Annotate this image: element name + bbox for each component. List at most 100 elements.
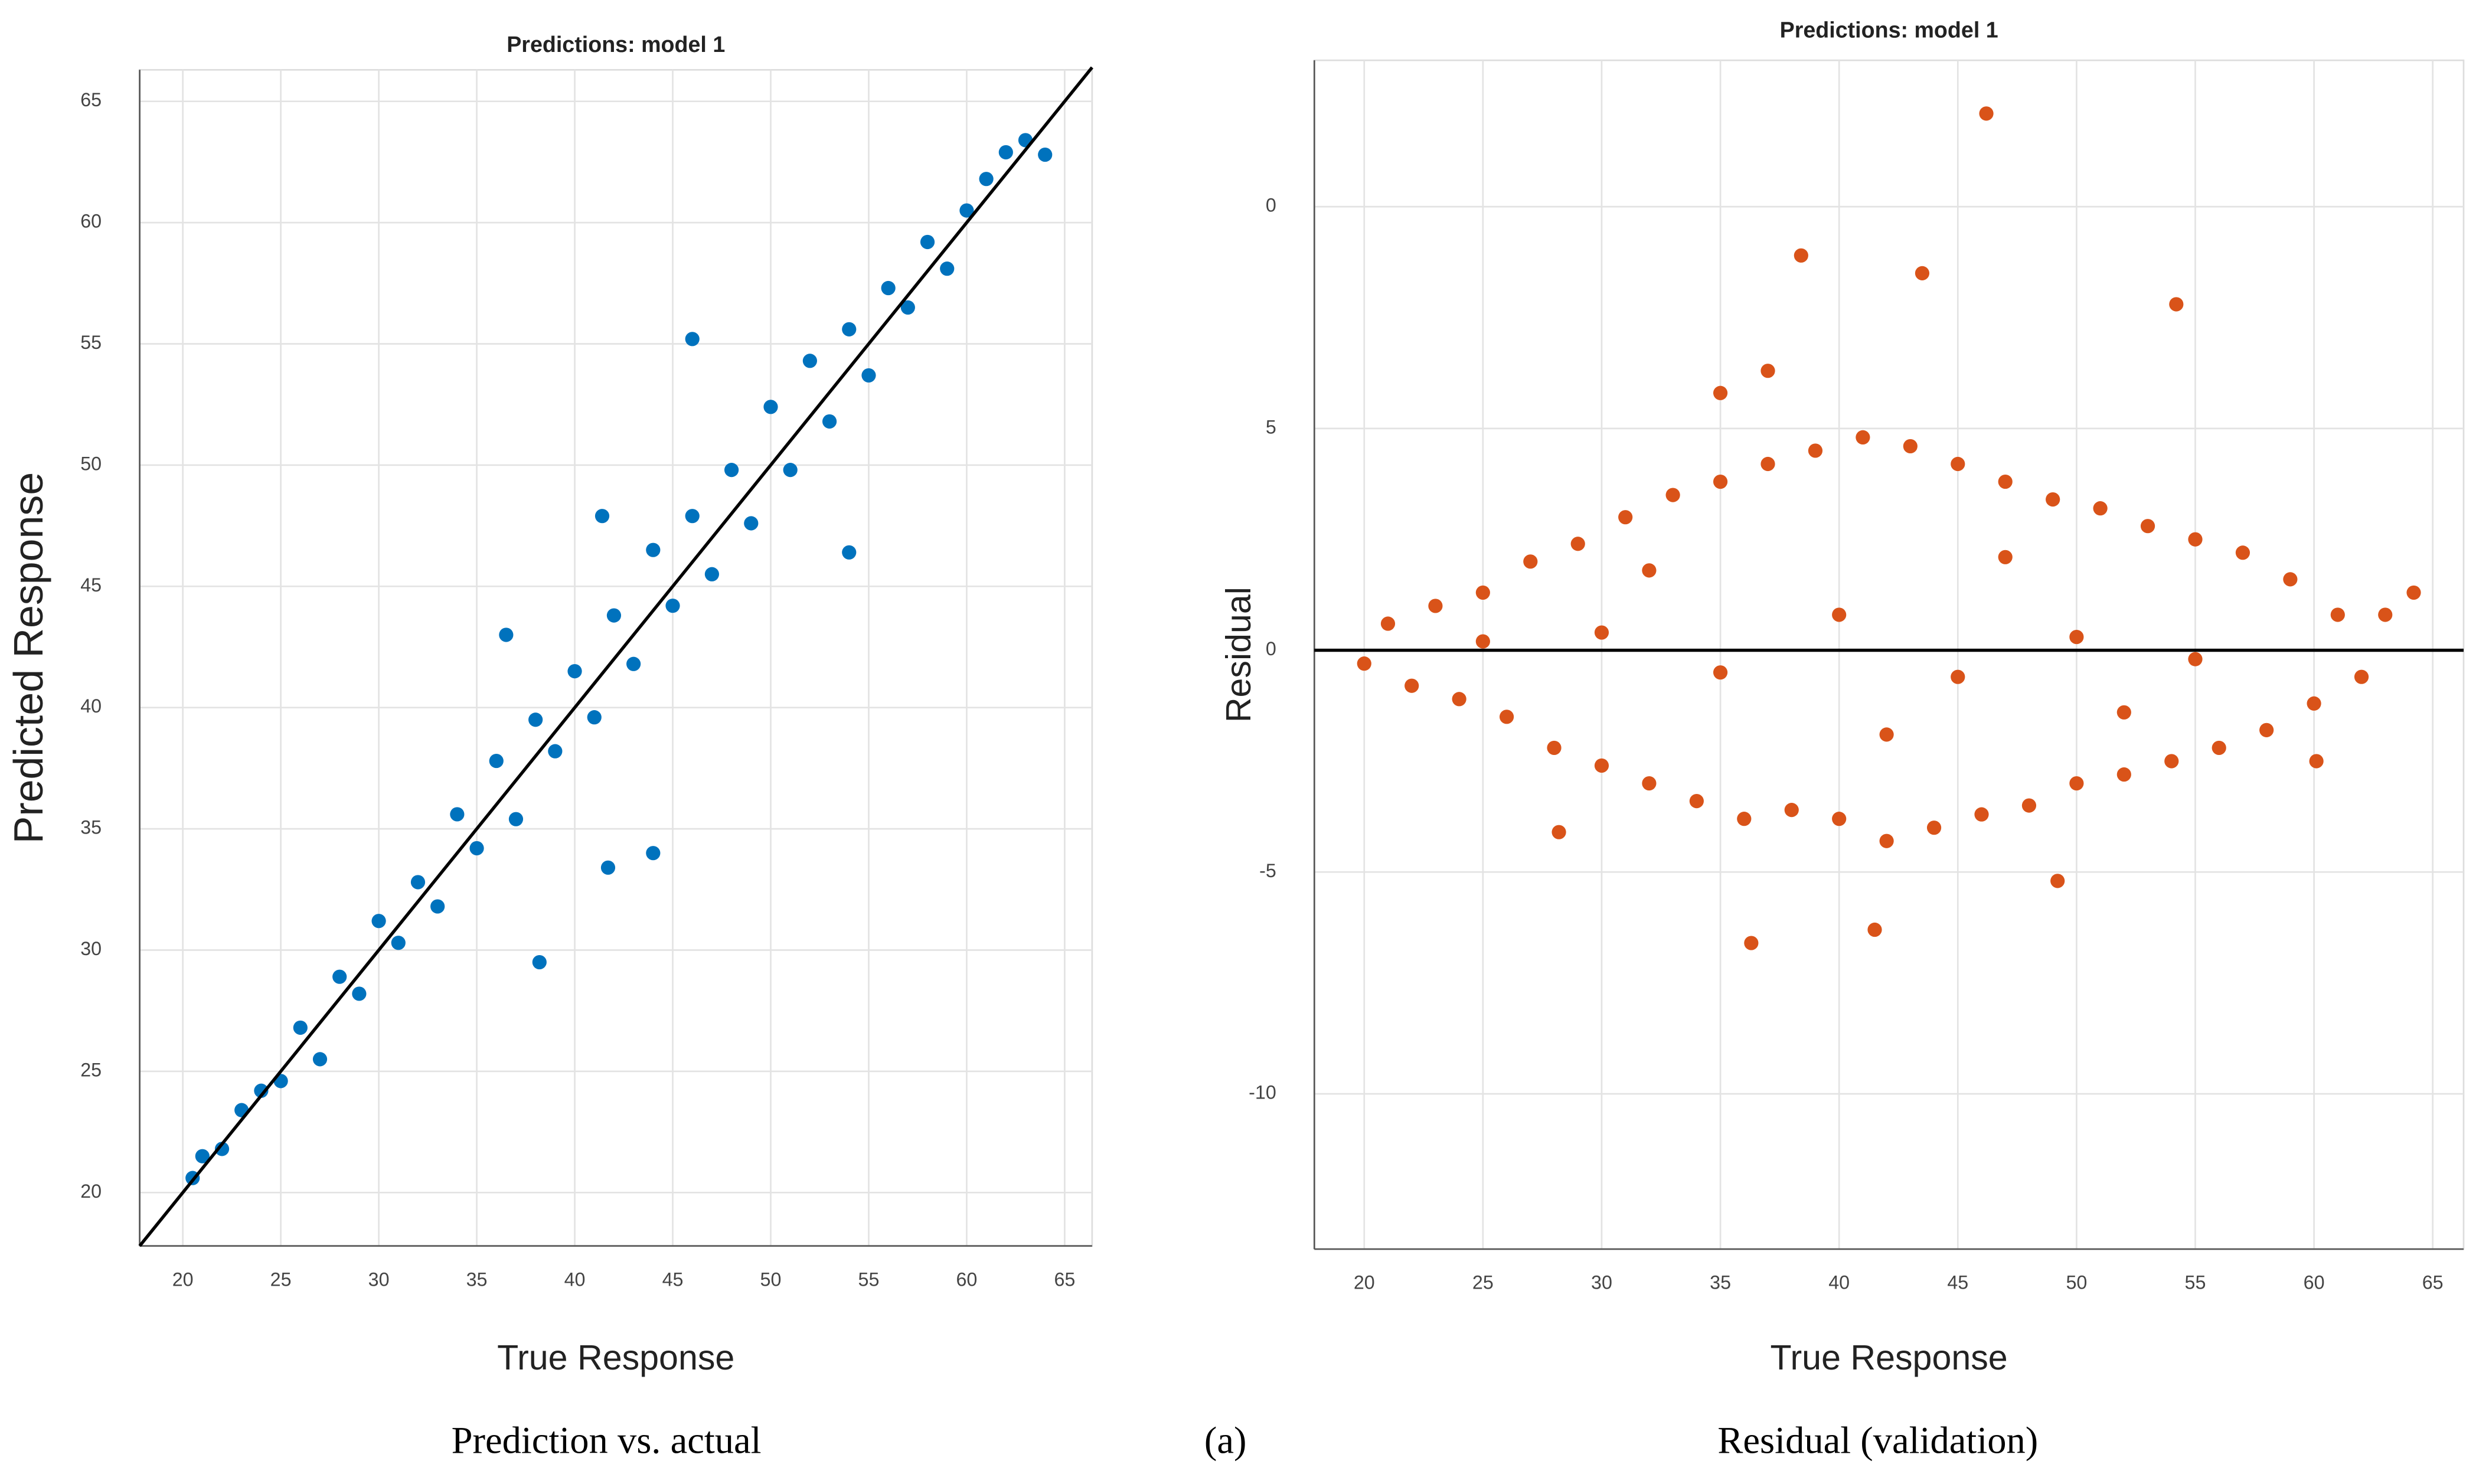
point xyxy=(1760,456,1775,472)
chart-title: Predictions: model 1 xyxy=(507,32,725,57)
reference-line xyxy=(138,66,1093,1247)
point xyxy=(646,542,661,557)
point xyxy=(2259,723,2274,737)
point xyxy=(1867,922,1882,937)
point xyxy=(410,875,426,890)
point xyxy=(2283,572,2298,587)
point xyxy=(600,860,616,875)
point xyxy=(2309,754,2324,769)
point xyxy=(352,986,367,1001)
point xyxy=(371,914,386,929)
point xyxy=(1856,430,1870,445)
point xyxy=(1979,106,1994,121)
point xyxy=(1713,385,1728,400)
point xyxy=(1808,443,1823,458)
point xyxy=(1974,807,1989,822)
point xyxy=(469,841,484,856)
point xyxy=(1618,510,1633,525)
point xyxy=(2164,754,2179,769)
point xyxy=(1038,147,1053,162)
point xyxy=(2046,492,2060,507)
y-tick-label: 45 xyxy=(80,574,102,596)
point xyxy=(2093,501,2108,516)
point xyxy=(2021,798,2037,813)
x-tick-label: 65 xyxy=(2422,1272,2444,1293)
point xyxy=(450,807,465,822)
y-tick-label: 35 xyxy=(80,817,102,838)
caption: Residual (validation) xyxy=(1717,1419,2038,1462)
point xyxy=(1744,936,1759,950)
point xyxy=(1713,474,1728,489)
point xyxy=(1689,793,1704,809)
y-axis-label: Predicted Response xyxy=(5,472,51,844)
x-tick-label: 65 xyxy=(1054,1269,1075,1290)
caption: Prediction vs. actual xyxy=(452,1419,762,1462)
point xyxy=(724,463,739,478)
y-tick-label: 50 xyxy=(80,453,102,474)
x-tick-label: 40 xyxy=(1828,1272,1850,1293)
caption: (a) xyxy=(1204,1419,1247,1462)
x-tick-label: 50 xyxy=(2066,1272,2087,1293)
point xyxy=(2069,776,2084,791)
point xyxy=(842,545,857,560)
x-axis-label: True Response xyxy=(1771,1338,2008,1377)
x-tick-label: 20 xyxy=(172,1269,194,1290)
point xyxy=(1903,439,1918,454)
point xyxy=(528,712,543,727)
y-tick-label: 30 xyxy=(80,938,102,959)
x-tick-label: 20 xyxy=(1354,1272,1375,1293)
x-tick-label: 30 xyxy=(1591,1272,1612,1293)
point xyxy=(2169,297,2184,312)
point xyxy=(391,936,406,950)
point xyxy=(1832,607,1847,622)
point xyxy=(2378,607,2393,622)
point xyxy=(2330,607,2345,622)
point xyxy=(1404,678,1419,693)
point xyxy=(1998,550,2013,564)
point xyxy=(2235,545,2250,560)
point xyxy=(998,145,1013,160)
y-tick-label: 20 xyxy=(80,1181,102,1202)
x-tick-label: 25 xyxy=(270,1269,292,1290)
x-tick-label: 40 xyxy=(564,1269,586,1290)
point xyxy=(979,172,994,187)
point xyxy=(900,300,915,315)
x-tick-label: 60 xyxy=(956,1269,977,1290)
point xyxy=(1926,821,1942,835)
point xyxy=(744,516,759,531)
y-tick-label: 25 xyxy=(80,1059,102,1080)
x-tick-label: 35 xyxy=(1710,1272,1731,1293)
point xyxy=(665,599,680,613)
y-tick-label: 65 xyxy=(80,89,102,110)
point xyxy=(2212,740,2226,756)
point xyxy=(920,234,935,250)
point xyxy=(861,368,876,383)
point xyxy=(2354,669,2369,684)
point xyxy=(489,753,504,769)
point xyxy=(548,744,563,759)
point xyxy=(499,627,514,642)
x-tick-label: 55 xyxy=(2185,1272,2206,1293)
point xyxy=(1594,625,1609,640)
x-tick-label: 35 xyxy=(466,1269,488,1290)
point xyxy=(842,322,857,336)
point xyxy=(2188,652,2203,666)
point xyxy=(959,203,974,218)
x-tick-label: 50 xyxy=(760,1269,782,1290)
point xyxy=(1428,599,1443,613)
point xyxy=(606,608,622,623)
point xyxy=(1784,803,1799,818)
point xyxy=(1551,825,1566,839)
point xyxy=(1713,665,1728,680)
point xyxy=(2188,532,2203,547)
point xyxy=(254,1083,269,1098)
point xyxy=(940,262,955,276)
point xyxy=(783,463,798,478)
point xyxy=(1499,710,1514,724)
y-tick-label: -5 xyxy=(1259,860,1276,881)
point xyxy=(195,1149,210,1163)
y-tick-label: 0 xyxy=(1266,195,1276,216)
point xyxy=(1547,740,1562,756)
plot-area xyxy=(1313,59,2465,1250)
